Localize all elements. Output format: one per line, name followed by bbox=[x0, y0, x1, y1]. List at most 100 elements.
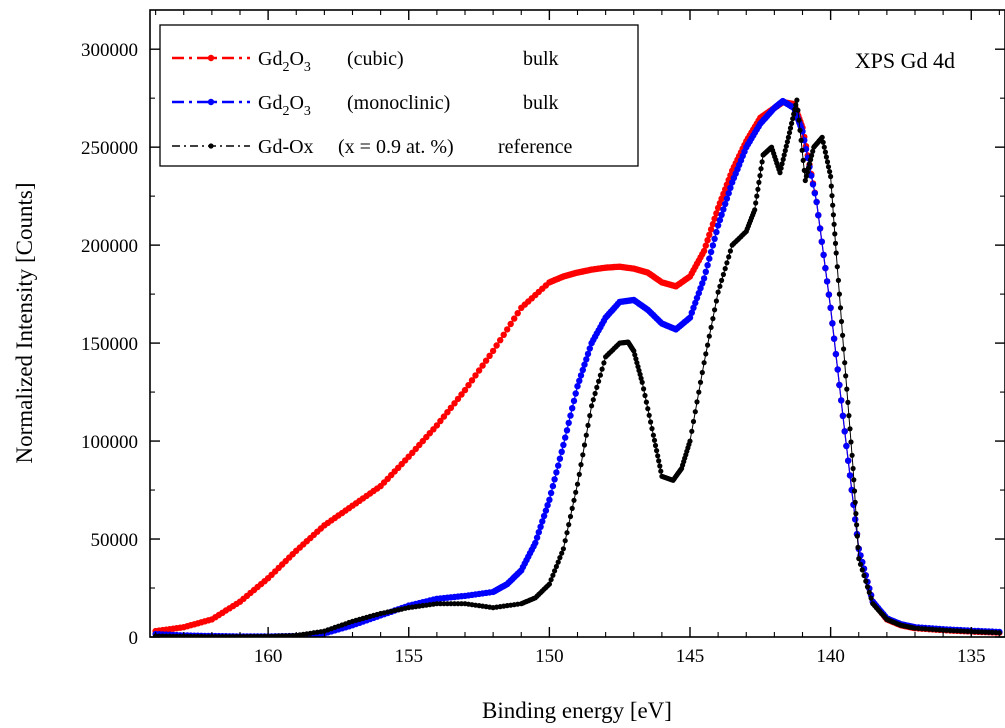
x-tick-label: 150 bbox=[535, 646, 564, 667]
series-2-point bbox=[638, 375, 644, 381]
series-1-point bbox=[811, 190, 818, 197]
series-1-point bbox=[838, 397, 845, 404]
series-2-point bbox=[830, 212, 837, 218]
series-2-point bbox=[791, 111, 797, 117]
series-1-point bbox=[540, 512, 548, 520]
legend: Gd2O3 (cubic) bulk Gd2O3 (monoclinic) bulk Gd-… bbox=[159, 24, 639, 167]
series-2-point bbox=[687, 438, 693, 444]
series-2-point bbox=[834, 264, 840, 270]
series-1-point bbox=[723, 195, 731, 202]
series-1-point bbox=[841, 428, 848, 435]
series-1-point bbox=[704, 262, 711, 269]
series-2-point bbox=[753, 200, 759, 206]
series-1-point bbox=[535, 529, 542, 536]
series-2-point bbox=[798, 137, 804, 143]
x-tick-label: 145 bbox=[676, 646, 705, 667]
series-2-point bbox=[689, 428, 695, 434]
series-2-point bbox=[724, 260, 730, 266]
series-2-point bbox=[857, 561, 864, 567]
series-2-point bbox=[581, 442, 588, 448]
y-tick-label: 150000 bbox=[81, 334, 138, 355]
series-2-point bbox=[632, 352, 638, 358]
series-2-point bbox=[803, 173, 810, 179]
series-2-point bbox=[720, 271, 727, 278]
series-0-point bbox=[468, 377, 476, 384]
series-2-point bbox=[844, 386, 850, 392]
y-axis-title: Normalized Intensity [Counts] bbox=[12, 182, 37, 463]
series-1-point bbox=[586, 345, 593, 352]
series-1-point bbox=[836, 381, 843, 389]
series-2-point bbox=[782, 148, 788, 154]
series-2-point bbox=[710, 316, 716, 322]
series-2-point bbox=[795, 107, 801, 113]
series-2-point bbox=[804, 169, 811, 175]
series-2-point bbox=[555, 559, 561, 565]
series-2-point bbox=[631, 348, 637, 354]
series-1-point bbox=[555, 462, 562, 469]
series-0-point bbox=[704, 237, 711, 244]
series-0-point bbox=[709, 220, 717, 228]
series-2-point bbox=[759, 159, 765, 165]
series-1-point bbox=[813, 198, 820, 206]
x-tick-label: 155 bbox=[395, 646, 424, 667]
series-2-point bbox=[656, 458, 662, 464]
series-2-point bbox=[868, 595, 874, 601]
series-2-point bbox=[754, 193, 760, 199]
series-2-point bbox=[548, 577, 554, 583]
series-2-point bbox=[654, 448, 660, 454]
series-1-point bbox=[852, 516, 859, 523]
series-0-point bbox=[458, 391, 465, 398]
series-1-point bbox=[707, 248, 715, 256]
legend-swatch-2 bbox=[172, 143, 250, 149]
series-1-point bbox=[808, 172, 815, 179]
series-2-point bbox=[757, 173, 763, 179]
series-2-point bbox=[793, 102, 799, 108]
series-2-point bbox=[722, 266, 728, 272]
series-2-point bbox=[781, 152, 787, 158]
series-2-point bbox=[809, 152, 815, 159]
series-2-point bbox=[715, 289, 721, 295]
series-2-point bbox=[863, 578, 869, 584]
series-1-point bbox=[537, 523, 544, 530]
axes-layer: 160 155 150 145 140 135 0 50000 100000 150000 2000… bbox=[81, 9, 1005, 667]
series-2-point bbox=[832, 231, 838, 237]
series-2-point bbox=[805, 165, 812, 171]
series-2-point bbox=[637, 371, 643, 377]
series-2-point bbox=[574, 481, 581, 487]
series-2-point bbox=[690, 418, 697, 425]
series-1-point bbox=[544, 502, 551, 509]
series-1-point bbox=[714, 222, 722, 229]
legend-swatch-0 bbox=[172, 54, 250, 62]
series-0-point bbox=[447, 404, 455, 411]
series-0-point bbox=[500, 331, 507, 338]
series-2-point bbox=[831, 221, 837, 227]
x-tick-label: 135 bbox=[957, 646, 986, 667]
series-2-point bbox=[552, 568, 558, 574]
series-2-point bbox=[652, 442, 659, 449]
series-2-point bbox=[783, 143, 789, 149]
series-2-point bbox=[796, 117, 802, 123]
series-1-point bbox=[560, 441, 567, 449]
series-2-point bbox=[797, 127, 803, 133]
series-1-point bbox=[843, 442, 850, 450]
series-2-point bbox=[841, 346, 847, 352]
series-1-point bbox=[562, 434, 569, 441]
y-tick-label: 0 bbox=[129, 628, 139, 649]
series-2-point bbox=[847, 426, 853, 432]
series-0-point bbox=[504, 326, 511, 333]
series-0-point bbox=[465, 382, 472, 389]
series-1-point bbox=[818, 238, 825, 245]
series-2-point bbox=[832, 240, 839, 246]
series-2-point bbox=[854, 533, 860, 539]
series-2-point bbox=[651, 437, 658, 443]
series-2-point bbox=[755, 186, 761, 192]
legend-label-1: Gd2O3 bbox=[258, 92, 311, 119]
series-2-point bbox=[837, 305, 844, 311]
series-2-point bbox=[829, 193, 835, 199]
legend-label-0: Gd2O3 bbox=[258, 48, 311, 75]
series-2-point bbox=[692, 409, 698, 415]
series-0-point bbox=[444, 409, 451, 416]
series-0-point bbox=[711, 215, 718, 222]
series-1-point bbox=[699, 280, 706, 287]
series-2-point bbox=[636, 367, 642, 374]
